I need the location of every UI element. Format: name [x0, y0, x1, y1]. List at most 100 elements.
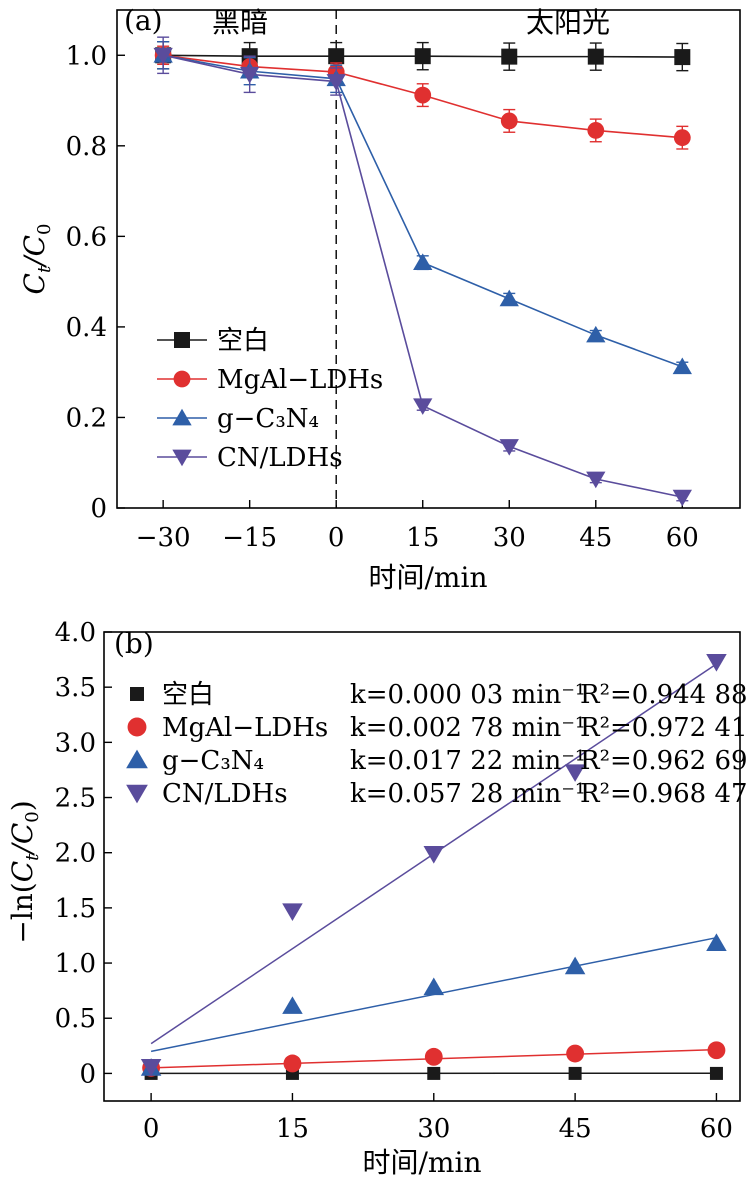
data-point [427, 1067, 440, 1080]
data-point [673, 358, 692, 375]
panel-b-x-axis-title: 时间/min [363, 1146, 482, 1179]
legend-marker [128, 718, 147, 737]
y-tick-label: 3.0 [55, 728, 96, 758]
x-tick-label: 60 [700, 1114, 733, 1144]
r-squared-label: R²=0.972 41 [580, 713, 748, 743]
y-tick-label: 2.5 [55, 784, 96, 814]
panel-b-y-axis-title: −ln(Ct/C0) [6, 800, 43, 943]
y-tick-label: 0 [79, 1059, 96, 1089]
b-y-title-sep: /C [6, 823, 39, 857]
series-0 [155, 42, 690, 71]
data-point [500, 439, 519, 456]
data-point [673, 490, 692, 507]
panel-a-series [153, 37, 691, 506]
x-tick-label: −30 [136, 523, 191, 553]
panel-a-label: (a) [124, 4, 163, 37]
data-point [674, 49, 690, 65]
legend-label: 空白 [162, 680, 214, 710]
panel-a-y-ticks: 0 0.2 0.4 0.6 0.8 1.0 [66, 41, 125, 524]
legend-marker [172, 409, 191, 426]
data-point [282, 903, 303, 921]
legend-label: 空白 [217, 326, 269, 356]
y-tick-label: 1.0 [66, 41, 107, 71]
data-point [706, 933, 727, 951]
rate-constant-label: k=0.002 78 min⁻¹ [350, 713, 585, 743]
data-point [587, 122, 604, 139]
x-tick-label: 60 [666, 523, 699, 553]
b-y-title-close: ) [6, 800, 39, 811]
data-point [501, 49, 517, 65]
data-point [708, 1041, 726, 1059]
rate-constant-label: k=0.000 03 min⁻¹ [350, 680, 585, 710]
y-tick-label: 1.5 [55, 894, 96, 924]
panel-a-x-axis-title: 时间/min [369, 561, 488, 594]
legend-label: g−C₃N₄ [217, 404, 319, 434]
data-point [282, 996, 303, 1014]
b-y-title-c1: C [6, 861, 39, 882]
x-tick-label: 15 [276, 1114, 309, 1144]
x-tick-label: 30 [417, 1114, 450, 1144]
legend-marker [174, 371, 191, 388]
y-tick-label: 4.0 [55, 618, 96, 648]
data-point [586, 326, 605, 343]
panel-a-legend: 空白 MgAl−LDHs g−C₃N₄ CN/LDHs [157, 326, 383, 473]
b-y-title-sub-0: 0 [22, 811, 43, 822]
data-point [425, 1048, 443, 1066]
x-tick-label: 45 [559, 1114, 592, 1144]
data-point [500, 290, 519, 307]
x-tick-label: 0 [328, 523, 345, 553]
legend-label: CN/LDHs [162, 779, 288, 809]
data-point [284, 1055, 302, 1073]
x-tick-label: −15 [222, 523, 277, 553]
panel-b-legend: 空白 k=0.000 03 min⁻¹R²=0.944 88 MgAl−LDHs k=… [126, 680, 747, 809]
y-tick-label: 0.8 [66, 132, 107, 162]
panel-a-y-axis-title: Ct/C0 [18, 224, 55, 295]
data-point [424, 978, 445, 996]
y-title-sub-0: 0 [34, 224, 55, 235]
x-tick-label: 0 [143, 1114, 160, 1144]
x-tick-label: 45 [579, 523, 612, 553]
data-point [569, 1067, 582, 1080]
data-point [413, 253, 432, 270]
panel-a-frame [117, 10, 740, 508]
b-y-title-prefix: −ln( [6, 882, 39, 943]
data-point [413, 398, 432, 415]
y-tick-label: 0.2 [66, 403, 107, 433]
legend-marker [174, 332, 190, 348]
y-tick-label: 2.0 [55, 839, 96, 869]
legend-label: MgAl−LDHs [217, 365, 383, 395]
data-point [588, 49, 604, 65]
data-point [566, 1045, 584, 1063]
region-label-light: 太阳光 [526, 6, 610, 39]
legend-label: MgAl−LDHs [162, 713, 328, 743]
data-point [328, 48, 344, 64]
x-tick-label: 15 [406, 523, 439, 553]
r-squared-label: R²=0.944 88 [580, 680, 748, 710]
data-point [414, 87, 431, 104]
y-tick-label: 0.5 [55, 1004, 96, 1034]
r-squared-label: R²=0.962 69 [580, 746, 748, 776]
legend-marker [130, 687, 144, 701]
x-tick-label: 30 [493, 523, 526, 553]
y-tick-label: 3.5 [55, 673, 96, 703]
panel-b-label: (b) [114, 627, 154, 660]
legend-label: CN/LDHs [217, 443, 343, 473]
legend-marker [172, 450, 191, 467]
data-point [710, 1067, 723, 1080]
y-title-c: C [18, 273, 51, 294]
data-point [415, 48, 431, 64]
data-point [674, 129, 691, 146]
y-tick-label: 1.0 [55, 949, 96, 979]
y-tick-label: 0.4 [66, 313, 107, 343]
rate-constant-label: k=0.057 28 min⁻¹ [350, 779, 585, 809]
y-tick-label: 0.6 [66, 222, 107, 252]
legend-marker [126, 750, 148, 769]
y-tick-label: 0 [90, 494, 107, 524]
legend-marker [126, 785, 148, 804]
series-3 [153, 37, 691, 506]
y-title-sep: /C [18, 235, 51, 269]
